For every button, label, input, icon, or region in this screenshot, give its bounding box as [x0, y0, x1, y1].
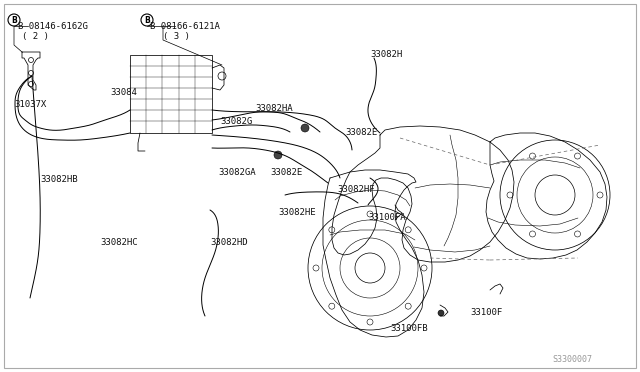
Text: B 08146-6162G: B 08146-6162G: [18, 22, 88, 31]
Circle shape: [274, 151, 282, 159]
Text: 33082HB: 33082HB: [40, 175, 77, 184]
Text: ( 2 ): ( 2 ): [22, 32, 49, 41]
Text: 31037X: 31037X: [14, 100, 46, 109]
Text: 33100FA: 33100FA: [368, 213, 406, 222]
Text: 33082HA: 33082HA: [255, 104, 292, 113]
Text: B 08166-6121A: B 08166-6121A: [150, 22, 220, 31]
Text: 33082G: 33082G: [220, 117, 252, 126]
Text: 33100F: 33100F: [470, 308, 502, 317]
Text: B: B: [144, 16, 150, 25]
Circle shape: [438, 310, 444, 316]
Circle shape: [301, 124, 309, 132]
Text: 33082H: 33082H: [370, 50, 403, 59]
Text: ( 3 ): ( 3 ): [163, 32, 190, 41]
Text: 33100FB: 33100FB: [390, 324, 428, 333]
Text: 33082GA: 33082GA: [218, 168, 255, 177]
Text: S3300007: S3300007: [552, 355, 592, 364]
Text: 33082E: 33082E: [345, 128, 377, 137]
Text: 33082E: 33082E: [270, 168, 302, 177]
Text: 33082HC: 33082HC: [100, 238, 138, 247]
Text: 33082HE: 33082HE: [278, 208, 316, 217]
Text: 33082HF: 33082HF: [337, 185, 374, 194]
Text: B: B: [11, 16, 17, 25]
Text: 33084: 33084: [110, 88, 137, 97]
Text: 33082HD: 33082HD: [210, 238, 248, 247]
Bar: [130, 55, 212, 133]
